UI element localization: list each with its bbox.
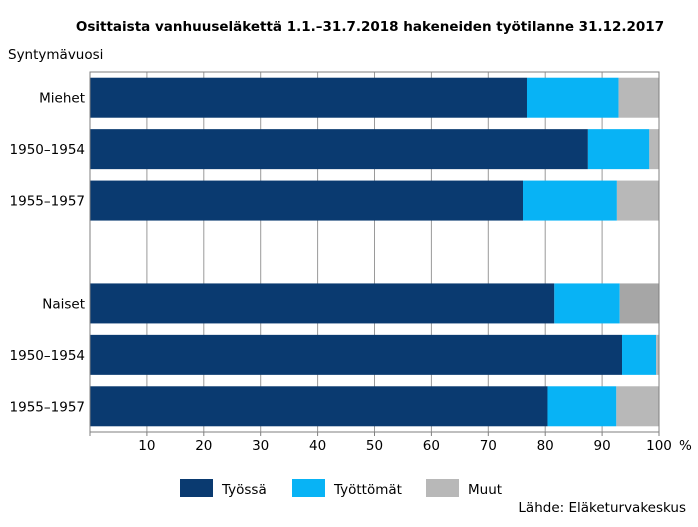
x-tick-label: 60 [423,438,440,454]
bar-segment [547,386,617,427]
bar-segment [619,283,659,324]
bar-segment [90,129,588,170]
bar-segment [90,77,527,118]
bar-segment [649,129,659,170]
legend-label: Muut [468,482,502,498]
category-label: 1950–1954 [10,142,85,158]
category-label: Naiset [42,296,85,312]
x-tick-label: 70 [480,438,497,454]
bar-segment [90,334,623,375]
x-tick-label: 50 [366,438,383,454]
x-tick-labels: 10 20 30 40 50 60 70 80 90 100% [138,438,692,454]
legend-swatch [426,479,459,497]
bar-segment [523,180,617,221]
bar-segment [618,77,659,118]
x-tick-label: 30 [252,438,269,454]
category-label: 1950–1954 [10,348,85,364]
x-tick-label: 100 [646,438,672,454]
axes [89,71,660,436]
x-tick-label: 80 [537,438,554,454]
bar-segment [90,283,555,324]
legend-label: Työssä [221,482,267,498]
x-tick-label: 20 [195,438,212,454]
category-labels: Miehet 1950–1954 1955–1957 Naiset 1950–1954 1… [10,91,85,416]
bar-segment [616,180,659,221]
legend-swatch [180,479,213,497]
bar-segment [554,283,620,324]
source-note: Lähde: Eläketurvakeskus [518,500,686,516]
bar-segment [622,334,657,375]
bar-segment [90,386,548,427]
bar-segment [656,334,659,375]
x-tick-label: 10 [138,438,155,454]
y-axis-label: Syntymävuosi [8,47,103,63]
gridlines [146,72,660,432]
bars [90,77,659,427]
category-label: Miehet [39,91,85,107]
bar-segment [526,77,619,118]
bar-segment [90,180,524,221]
legend-swatch [292,479,325,497]
category-label: 1955–1957 [10,399,85,415]
legend: Työssä Työttömät Muut [180,479,502,498]
legend-label: Työttömät [333,482,402,498]
bar-segment [616,386,659,427]
x-unit-label: % [679,438,692,454]
chart-title: Osittaista vanhuuseläkettä 1.1.–31.7.201… [76,19,664,35]
x-tick-label: 40 [309,438,326,454]
category-label: 1955–1957 [10,194,85,210]
bar-segment [587,129,650,170]
x-tick-label: 90 [594,438,611,454]
